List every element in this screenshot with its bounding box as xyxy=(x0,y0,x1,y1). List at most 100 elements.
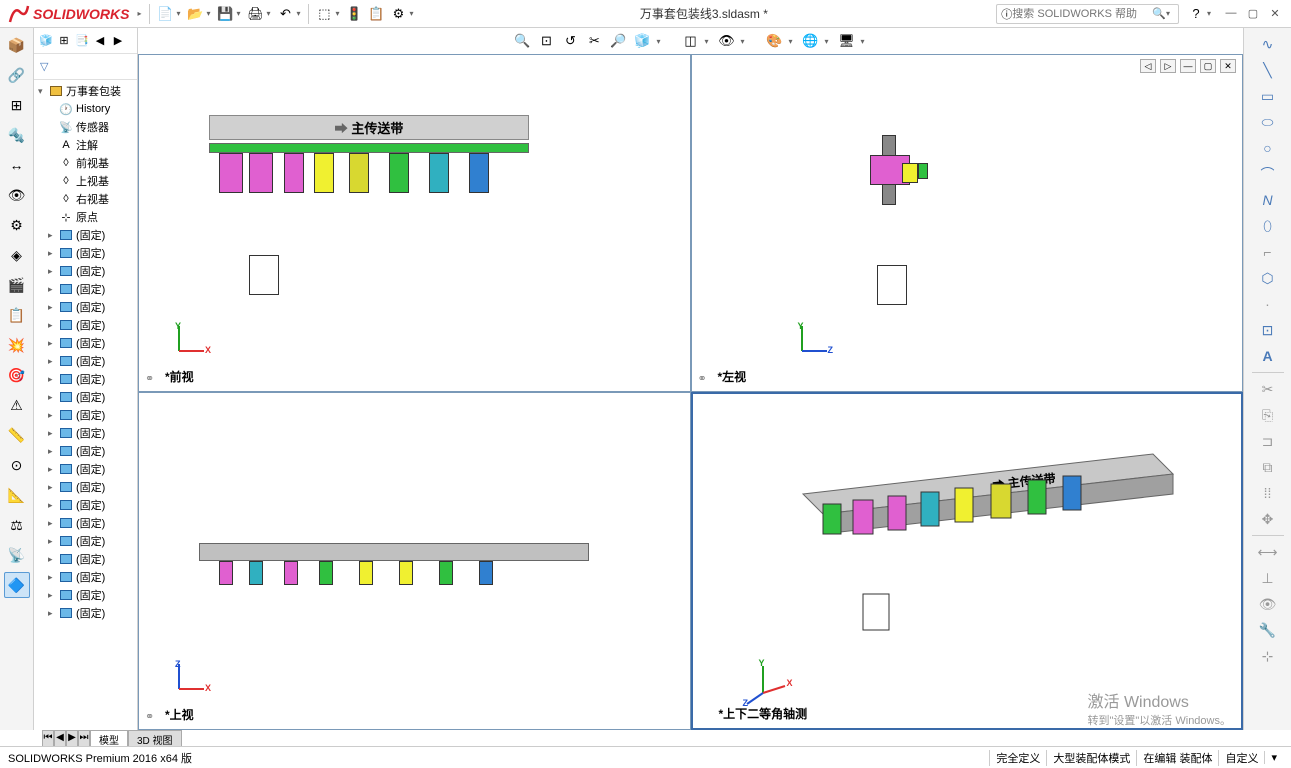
rebuild-button[interactable]: 🚦 xyxy=(343,3,365,25)
model-tab[interactable]: 模型 xyxy=(90,730,128,746)
display-tab-icon[interactable]: ▶ xyxy=(110,33,126,49)
print-dropdown[interactable]: ▾ xyxy=(266,9,274,18)
status-custom[interactable]: 自定义 xyxy=(1218,750,1264,766)
dim-icon[interactable]: ⟷ xyxy=(1254,540,1282,564)
offset-icon[interactable]: ⊐ xyxy=(1254,429,1282,453)
tree-item[interactable]: ▸(固定) xyxy=(34,370,137,388)
move-component-icon[interactable]: ↔ xyxy=(4,152,30,178)
line-icon[interactable]: ╲ xyxy=(1254,58,1282,82)
instant3d-icon[interactable]: 🎯 xyxy=(4,362,30,388)
spline-icon[interactable]: ∿ xyxy=(1254,32,1282,56)
view-orient-icon[interactable]: 🧊 xyxy=(633,31,653,51)
smart-fastener-icon[interactable]: 🔩 xyxy=(4,122,30,148)
assembly-features-icon[interactable]: ⚙ xyxy=(4,212,30,238)
reference-geom-icon[interactable]: ◈ xyxy=(4,242,30,268)
status-dropdown-icon[interactable]: ▾ xyxy=(1264,751,1283,764)
options-button[interactable]: 📋 xyxy=(365,3,387,25)
assembly-vis-icon[interactable]: 🔷 xyxy=(4,572,30,598)
settings-dropdown[interactable]: ▾ xyxy=(409,9,417,18)
relation-icon[interactable]: ⊥ xyxy=(1254,566,1282,590)
view-settings-icon[interactable]: 🖥 xyxy=(837,31,857,51)
prev-view-icon[interactable]: ↺ xyxy=(561,31,581,51)
featuremanager-tab-icon[interactable]: 🧊 xyxy=(38,33,54,49)
tree-item[interactable]: 📡传感器 xyxy=(34,118,137,136)
mate-icon[interactable]: 🔗 xyxy=(4,62,30,88)
tree-item[interactable]: ▸(固定) xyxy=(34,298,137,316)
vp-close-icon[interactable]: ✕ xyxy=(1220,59,1236,73)
spline2-icon[interactable]: N xyxy=(1254,188,1282,212)
filter-icon[interactable]: ▽ xyxy=(40,60,48,73)
mirror-icon[interactable]: ⧉ xyxy=(1254,455,1282,479)
settings-button[interactable]: ⚙ xyxy=(387,3,409,25)
help-button[interactable]: ? xyxy=(1185,3,1207,25)
logo-dropdown-icon[interactable]: ▸ xyxy=(137,9,145,18)
tab-first-icon[interactable]: ⏮ xyxy=(42,730,54,746)
undo-dropdown[interactable]: ▾ xyxy=(296,9,304,18)
show-hidden-icon[interactable]: 👁 xyxy=(4,182,30,208)
viewport-isometric[interactable]: ➡ 主传送带 xyxy=(691,392,1244,730)
save-button[interactable]: 💾 xyxy=(214,3,236,25)
maximize-button[interactable]: ▢ xyxy=(1245,7,1261,20)
tree-item[interactable]: ▸(固定) xyxy=(34,244,137,262)
undo-button[interactable]: ↶ xyxy=(274,3,296,25)
quick-snap-icon[interactable]: ⊹ xyxy=(1254,644,1282,668)
tree-item[interactable]: ▸(固定) xyxy=(34,442,137,460)
tree-item[interactable]: ▸(固定) xyxy=(34,406,137,424)
tree-item[interactable]: ▸(固定) xyxy=(34,604,137,622)
display-style-icon[interactable]: ◫ xyxy=(681,31,701,51)
fillet-icon[interactable]: ⌐ xyxy=(1254,240,1282,264)
tree-item[interactable]: ▸(固定) xyxy=(34,226,137,244)
sensor-icon[interactable]: 📡 xyxy=(4,542,30,568)
move-icon[interactable]: ✥ xyxy=(1254,507,1282,531)
tree-item[interactable]: ▸(固定) xyxy=(34,262,137,280)
mass-props-icon[interactable]: ⚖ xyxy=(4,512,30,538)
slot-icon[interactable]: ⬭ xyxy=(1254,110,1282,134)
point-icon[interactable]: · xyxy=(1254,292,1282,316)
display-rel-icon[interactable]: 👁 xyxy=(1254,592,1282,616)
zoom-area-icon[interactable]: ⊡ xyxy=(537,31,557,51)
tab-last-icon[interactable]: ⏭ xyxy=(78,730,90,746)
polygon-icon[interactable]: ⬡ xyxy=(1254,266,1282,290)
pattern-icon[interactable]: ⁞⁞ xyxy=(1254,481,1282,505)
insert-component-icon[interactable]: 📦 xyxy=(4,32,30,58)
repair-icon[interactable]: 🔧 xyxy=(1254,618,1282,642)
configmanager-tab-icon[interactable]: 📑 xyxy=(74,33,90,49)
viewport-left[interactable]: ◁ ▷ — ▢ ✕ Y Z ⚭ *左视 xyxy=(691,54,1244,392)
save-dropdown[interactable]: ▾ xyxy=(236,9,244,18)
arc-icon[interactable]: ⌒ xyxy=(1254,162,1282,186)
new-motion-icon[interactable]: 🎬 xyxy=(4,272,30,298)
hide-show-icon[interactable]: 👁 xyxy=(717,31,737,51)
tree-item[interactable]: ▸(固定) xyxy=(34,532,137,550)
viewport-top[interactable]: Z X ⚭ *上视 xyxy=(138,392,691,730)
tree-item[interactable]: ▸(固定) xyxy=(34,460,137,478)
vp-max-icon[interactable]: ▢ xyxy=(1200,59,1216,73)
tree-item[interactable]: ▸(固定) xyxy=(34,550,137,568)
tree-item[interactable]: ▸(固定) xyxy=(34,280,137,298)
tree-root[interactable]: ▾ 万事套包装 xyxy=(34,82,137,100)
tree-item[interactable]: 🕐History xyxy=(34,100,137,118)
hole-align-icon[interactable]: ⊙ xyxy=(4,452,30,478)
tree-item[interactable]: ▸(固定) xyxy=(34,568,137,586)
tree-item[interactable]: ⊹原点 xyxy=(34,208,137,226)
interference-icon[interactable]: ⚠ xyxy=(4,392,30,418)
zoom-fit-icon[interactable]: 🔍 xyxy=(513,31,533,51)
measure-icon[interactable]: 📐 xyxy=(4,482,30,508)
new-dropdown[interactable]: ▾ xyxy=(176,9,184,18)
ellipse-icon[interactable]: ⬯ xyxy=(1254,214,1282,238)
tree-item[interactable]: ▸(固定) xyxy=(34,334,137,352)
rect-icon[interactable]: ▭ xyxy=(1254,84,1282,108)
tree-item[interactable]: ▸(固定) xyxy=(34,514,137,532)
tree-item[interactable]: ◊前视基 xyxy=(34,154,137,172)
propertymanager-tab-icon[interactable]: ⊞ xyxy=(56,33,72,49)
minimize-button[interactable]: — xyxy=(1223,7,1239,20)
vp-next-icon[interactable]: ▷ xyxy=(1160,59,1176,73)
tree-item[interactable]: ▸(固定) xyxy=(34,316,137,334)
tab-prev-icon[interactable]: ◀ xyxy=(54,730,66,746)
tree-item[interactable]: ▸(固定) xyxy=(34,586,137,604)
linear-pattern-icon[interactable]: ⊞ xyxy=(4,92,30,118)
help-search[interactable]: ⓘ 🔍▾ xyxy=(996,4,1179,24)
link-views-icon[interactable]: ⚭ xyxy=(145,372,154,385)
apply-scene-icon[interactable]: 🌐 xyxy=(801,31,821,51)
dimxpert-tab-icon[interactable]: ◀ xyxy=(92,33,108,49)
trim-icon[interactable]: ✂ xyxy=(1254,377,1282,401)
